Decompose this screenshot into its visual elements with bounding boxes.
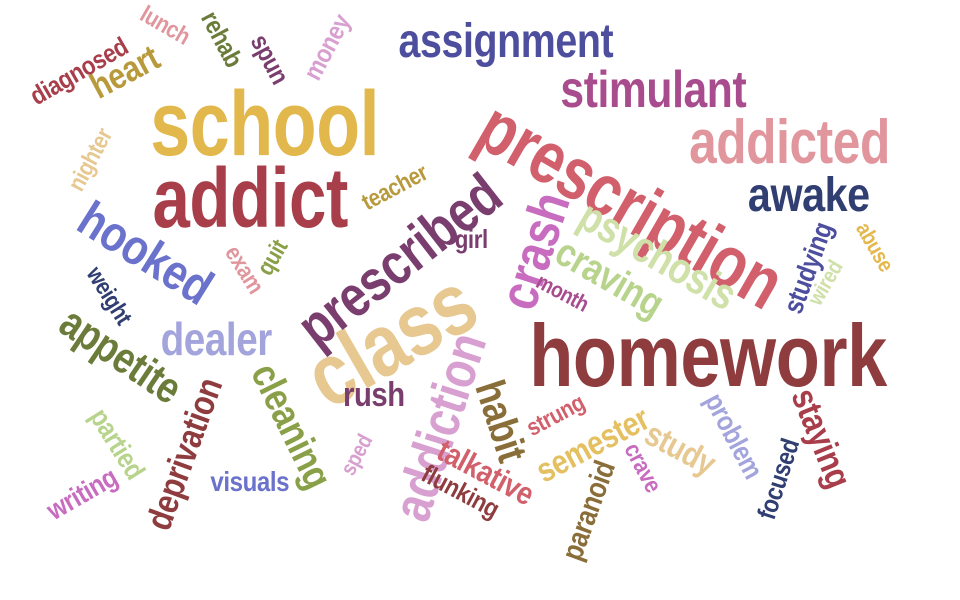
word-awake: awake — [747, 169, 870, 222]
word-abuse: abuse — [851, 217, 899, 276]
word-addicted: addicted — [689, 108, 890, 177]
word-focused: focused — [751, 435, 806, 523]
word-girl: girl — [454, 224, 489, 254]
word-sped: sped — [335, 430, 378, 480]
word-addict: addict — [152, 151, 348, 245]
word-stimulant: stimulant — [560, 61, 747, 119]
word-rehab: rehab — [195, 6, 250, 72]
word-assignment: assignment — [398, 15, 614, 68]
word-school: school — [150, 73, 380, 175]
word-rush: rush — [343, 376, 405, 414]
word-homework: homework — [529, 306, 887, 405]
word-nighter: nighter — [62, 123, 119, 196]
word-visuals: visuals — [210, 466, 290, 497]
word-writing: writing — [41, 461, 123, 526]
word-dealer: dealer — [160, 313, 273, 365]
